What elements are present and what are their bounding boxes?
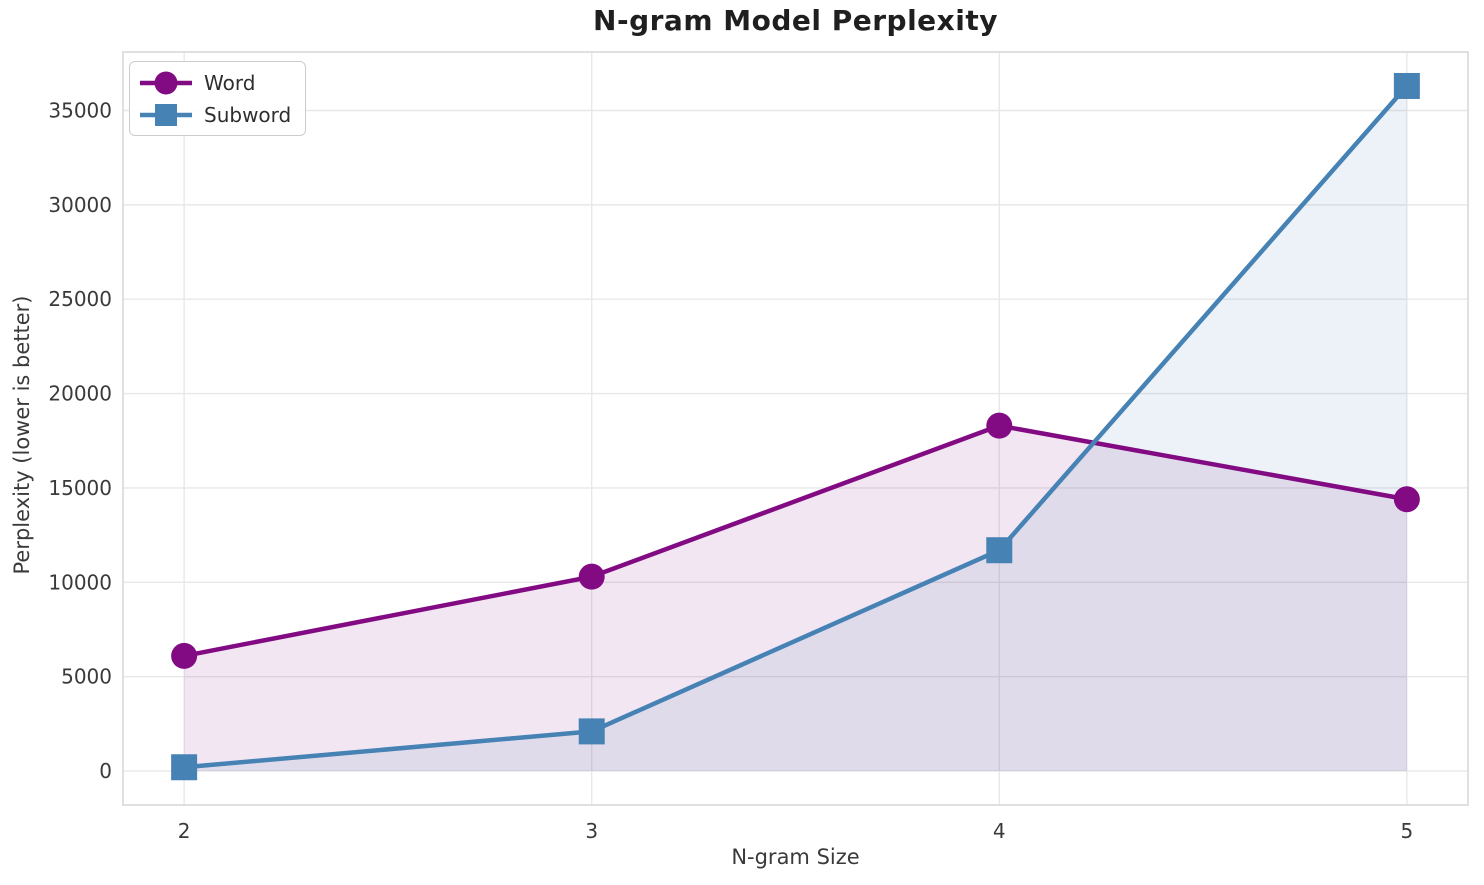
word-line [183,423,1408,659]
subword-area-fill [184,85,1407,772]
legend-item-subword: Subword [138,99,291,130]
y-tick-label: 30000 [48,193,112,217]
word-area-fill [184,425,1407,772]
x-tick-label: 2 [178,819,191,843]
y-tick-label: 5000 [61,665,112,689]
subword-marker [1393,72,1420,99]
y-tick-label: 0 [99,759,112,783]
y-tick-label: 20000 [48,382,112,406]
word-marker [171,642,198,669]
y-tick-label: 35000 [48,99,112,123]
chart-title: N-gram Model Perplexity [593,4,998,37]
x-tick-label: 3 [585,819,598,843]
subword-legend-marker-icon [140,103,192,126]
y-tick-label: 25000 [48,287,112,311]
legend-label: Word [204,70,256,95]
word-marker [1393,486,1420,513]
word-legend-marker-icon [140,71,192,94]
x-axis-label: N-gram Size [731,845,860,869]
subword-marker [171,754,198,781]
word-marker [986,412,1013,439]
subword-marker [578,718,605,745]
legend-label: Subword [204,102,292,127]
word-marker [578,563,605,590]
x-tick-label: 4 [993,819,1006,843]
x-tick-label: 5 [1400,819,1413,843]
y-axis-label: Perplexity (lower is better) [10,295,34,575]
subword-marker [986,537,1013,564]
subword-line [183,84,1409,770]
plot-border [122,51,1469,806]
legend: Word Subword [129,61,307,136]
y-tick-label: 15000 [48,476,112,500]
legend-item-word: Word [138,67,291,98]
y-tick-label: 10000 [48,570,112,594]
